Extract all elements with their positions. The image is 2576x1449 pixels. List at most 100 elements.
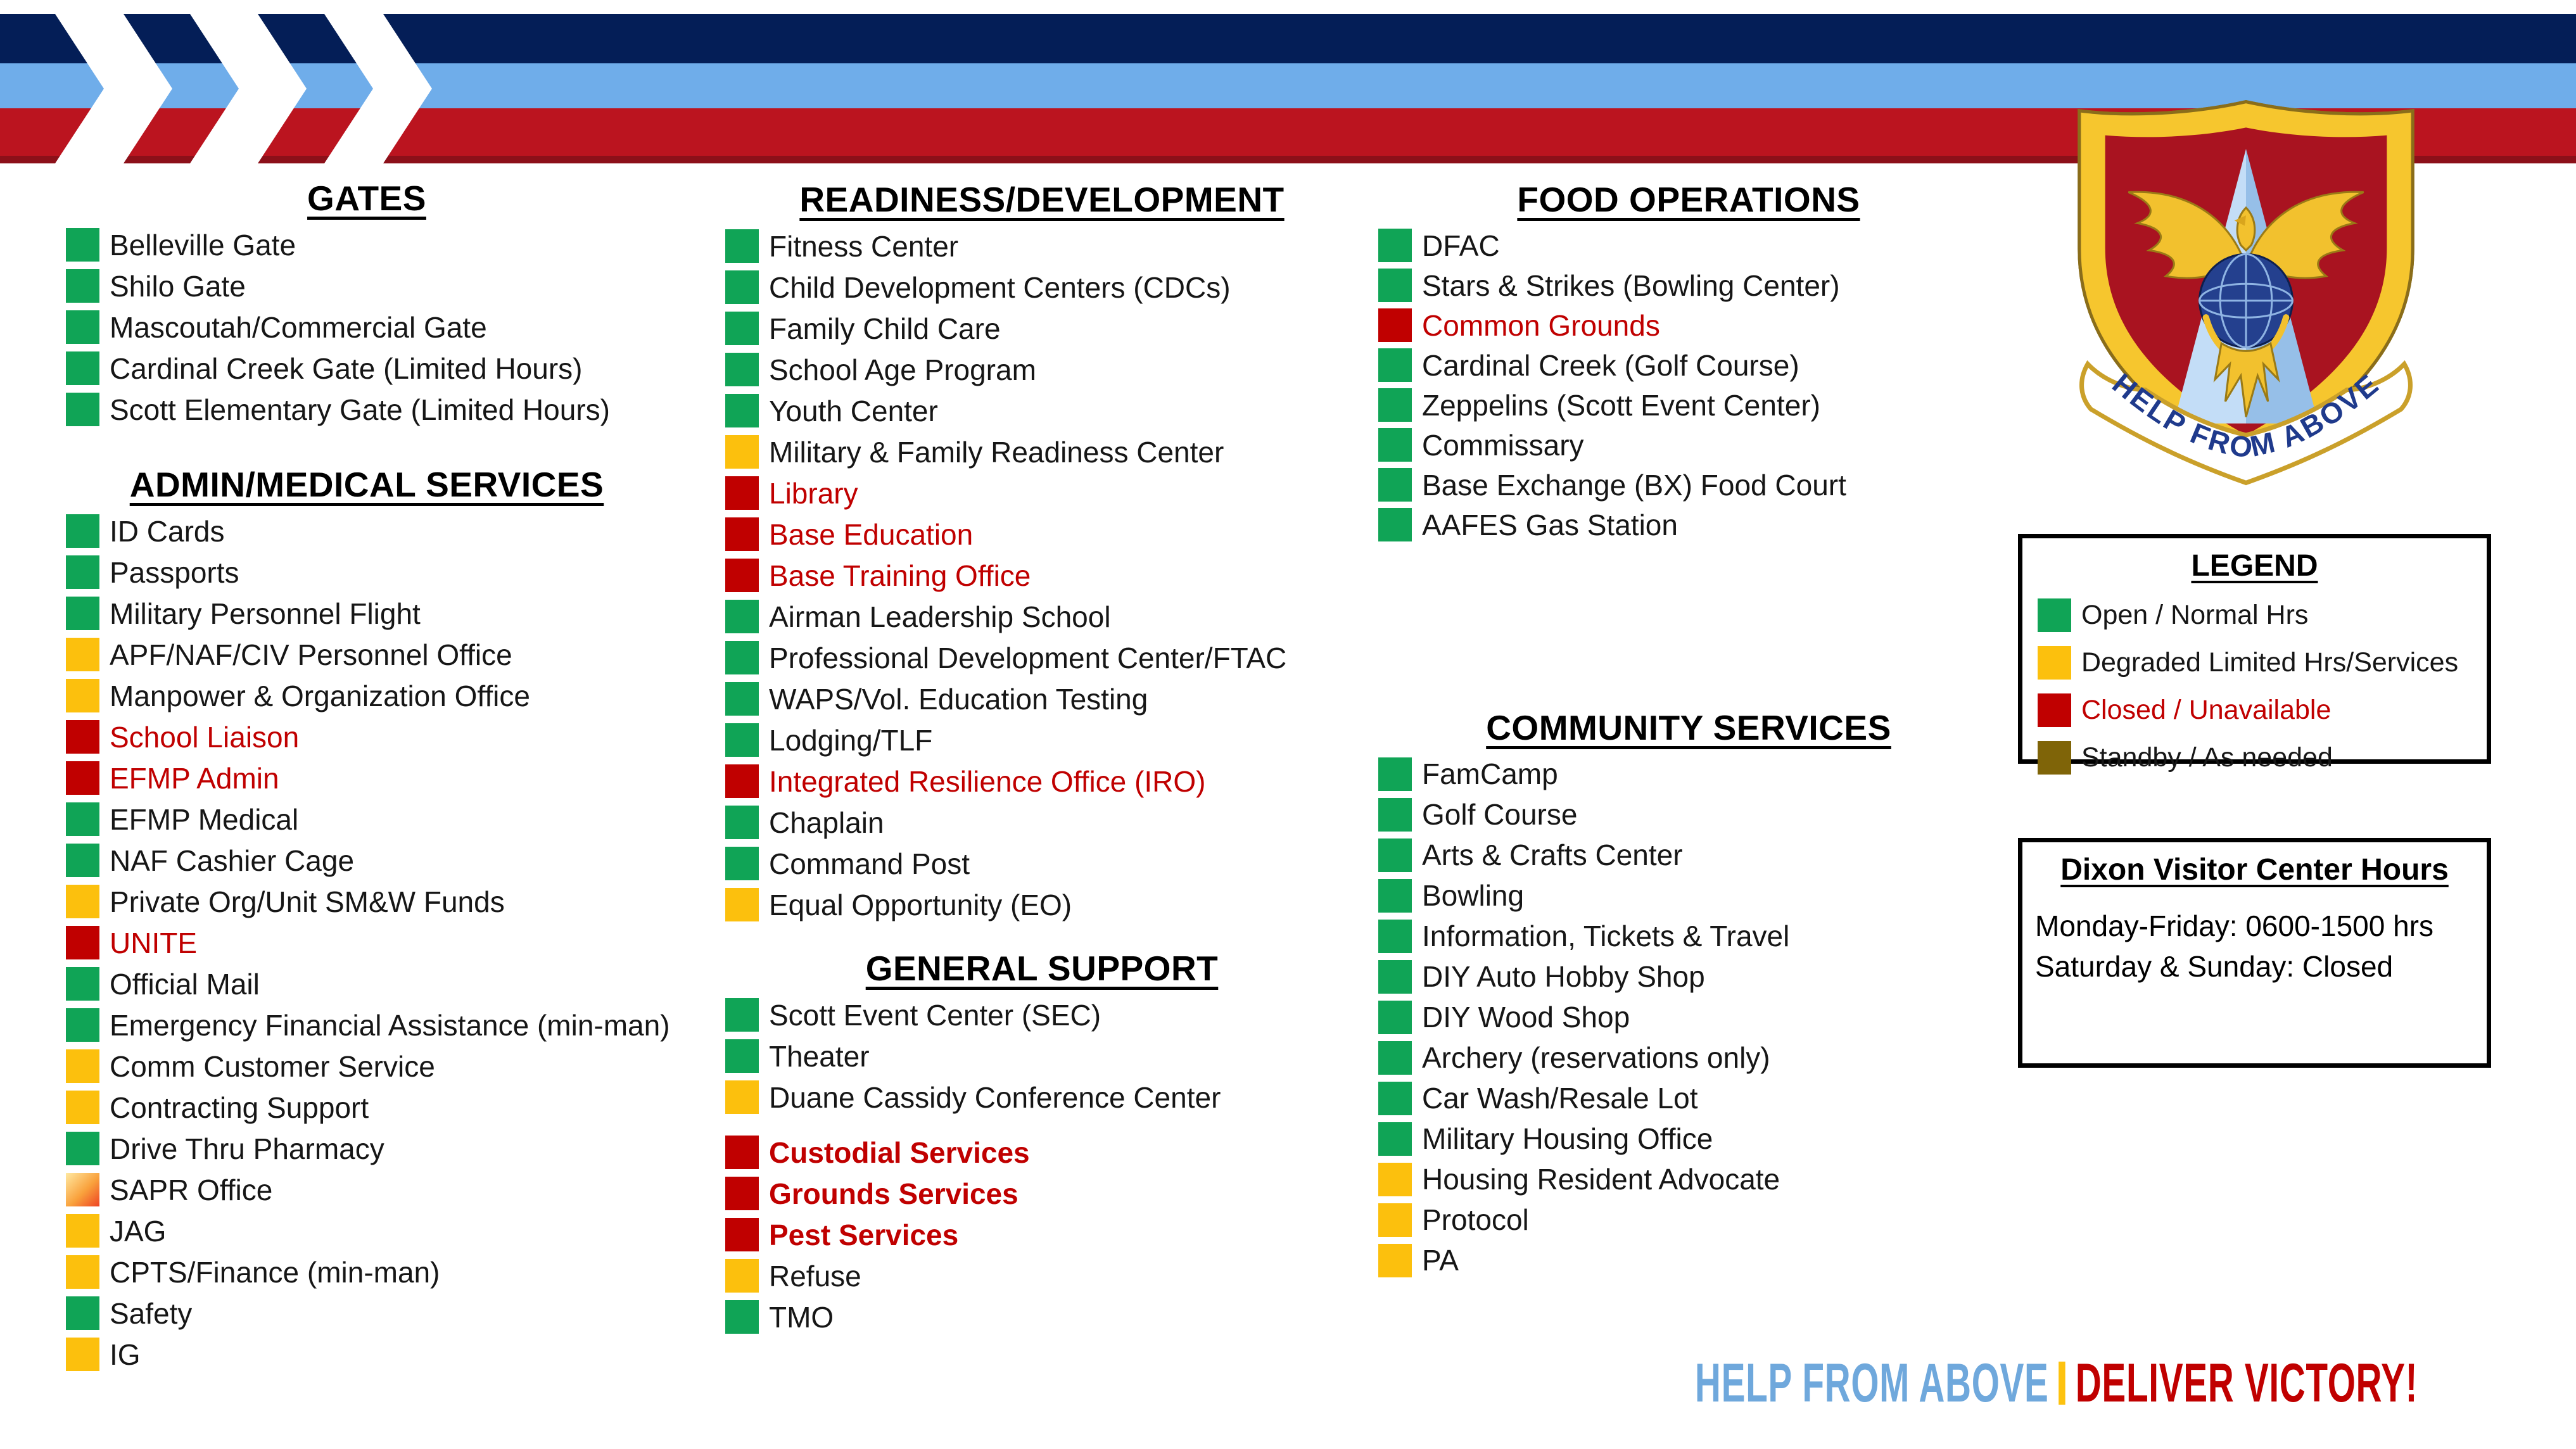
- status-square: [1378, 348, 1412, 382]
- status-square: [66, 885, 99, 918]
- status-square: [66, 1173, 99, 1206]
- legend-row: Degraded Limited Hrs/Services: [2038, 639, 2487, 687]
- status-item-label: Theater: [769, 1039, 870, 1073]
- status-list: ID Cards Passports Military Personnel Fl…: [66, 510, 670, 1375]
- status-square: [725, 1136, 759, 1169]
- status-square: [1378, 1081, 1412, 1115]
- stripe-darkred: [0, 156, 2576, 163]
- status-item-label: IG: [110, 1338, 141, 1371]
- legend-label: Degraded Limited Hrs/Services: [2081, 647, 2459, 678]
- status-item-row: Scott Event Center (SEC): [725, 994, 1359, 1035]
- status-item-row: Arts & Crafts Center: [1378, 835, 1999, 875]
- amc-emblem: HELP FROM ABOVE: [2078, 100, 2414, 486]
- status-item-row: Belleville Gate: [66, 224, 668, 265]
- status-item-label: ID Cards: [110, 514, 225, 548]
- status-item-label: Contracting Support: [110, 1091, 369, 1124]
- status-item-label: Base Training Office: [769, 559, 1031, 592]
- status-square: [1378, 1122, 1412, 1156]
- status-item-row: Airman Leadership School: [725, 596, 1359, 637]
- status-square: [725, 1177, 759, 1210]
- tagline-motto: HELP FROM ABOVE: [1694, 1352, 2049, 1414]
- status-list: Fitness Center Child Development Centers…: [725, 225, 1359, 925]
- status-item-row: Chaplain: [725, 802, 1359, 843]
- status-item-label: Base Exchange (BX) Food Court: [1422, 468, 1846, 502]
- section-gates: GATES Belleville Gate Shilo Gate Mascout…: [66, 176, 668, 430]
- status-item-row: Military & Family Readiness Center: [725, 431, 1359, 472]
- status-square: [66, 1091, 99, 1124]
- legend-box: LEGEND Open / Normal Hrs Degraded Limite…: [2018, 534, 2491, 775]
- status-item-label: Official Mail: [110, 967, 260, 1001]
- status-item-label: UNITE: [110, 926, 197, 959]
- section-title: ADMIN/MEDICAL SERVICES: [129, 465, 604, 504]
- status-square: [66, 310, 99, 344]
- status-item-row: Golf Course: [1378, 794, 1999, 835]
- status-item-row: AAFES Gas Station: [1378, 505, 1999, 545]
- status-item-row: Child Development Centers (CDCs): [725, 267, 1359, 308]
- status-item-label: Manpower & Organization Office: [110, 679, 530, 712]
- section-title: GENERAL SUPPORT: [865, 949, 1219, 988]
- status-item-label: EFMP Admin: [110, 761, 279, 795]
- status-item-row: Protocol: [1378, 1199, 1999, 1240]
- visitor-hours-title: Dixon Visitor Center Hours: [2060, 853, 2449, 887]
- status-item-row: PA: [1378, 1240, 1999, 1281]
- section-title: READINESS/DEVELOPMENT: [799, 180, 1285, 219]
- status-item-row: Housing Resident Advocate: [1378, 1159, 1999, 1199]
- status-square: [725, 517, 759, 551]
- legend-status-square: [2038, 741, 2071, 775]
- status-square: [66, 1214, 99, 1248]
- status-square: [725, 682, 759, 716]
- status-item-label: Arts & Crafts Center: [1422, 838, 1683, 871]
- status-item-label: Military Personnel Flight: [110, 597, 421, 630]
- status-item-label: Emergency Financial Assistance (min-man): [110, 1008, 670, 1042]
- status-item-row: Bowling: [1378, 875, 1999, 916]
- status-item-label: Passports: [110, 555, 239, 589]
- status-square: [725, 600, 759, 633]
- status-item-row: Stars & Strikes (Bowling Center): [1378, 265, 1999, 305]
- emblem-eagle-tail: [2213, 341, 2280, 417]
- status-square: [1378, 269, 1412, 302]
- status-item-row: Scott Elementary Gate (Limited Hours): [66, 389, 668, 430]
- status-square: [725, 641, 759, 674]
- status-item-row: CPTS/Finance (min-man): [66, 1251, 668, 1293]
- status-item-row: School Liaison: [66, 716, 668, 757]
- status-item-row: Custodial Services: [725, 1132, 1359, 1173]
- status-item-label: Scott Event Center (SEC): [769, 998, 1101, 1032]
- status-item-row: Library: [725, 472, 1359, 514]
- status-item-label: NAF Cashier Cage: [110, 844, 355, 877]
- legend-row: Standby / As needed: [2038, 734, 2487, 781]
- status-item-row: WAPS/Vol. Education Testing: [725, 678, 1359, 719]
- status-square: [1378, 308, 1412, 342]
- status-item-row: FamCamp: [1378, 754, 1999, 794]
- status-item-row: Theater: [725, 1035, 1359, 1077]
- status-item-label: Duane Cassidy Conference Center: [769, 1080, 1221, 1114]
- status-item-row: Common Grounds: [1378, 305, 1999, 345]
- status-item-row: Official Mail: [66, 963, 668, 1004]
- status-square: [66, 679, 99, 712]
- status-item-row: IG: [66, 1334, 668, 1375]
- status-square: [725, 806, 759, 839]
- status-square: [1378, 388, 1412, 422]
- status-item-label: Safety: [110, 1296, 193, 1330]
- status-item-row: SAPR Office: [66, 1169, 668, 1210]
- status-item-label: Golf Course: [1422, 798, 1578, 831]
- status-item-label: Cardinal Creek Gate (Limited Hours): [110, 351, 583, 385]
- status-square: [66, 351, 99, 385]
- status-item-label: Common Grounds: [1422, 308, 1660, 342]
- status-item-label: Refuse: [769, 1259, 861, 1293]
- status-item-label: Professional Development Center/FTAC: [769, 641, 1287, 674]
- status-item-row: Information, Tickets & Travel: [1378, 916, 1999, 956]
- status-item-label: Protocol: [1422, 1203, 1529, 1236]
- header-stripes: [0, 14, 2576, 163]
- legend-status-square: [2038, 646, 2071, 680]
- legend-list: Open / Normal Hrs Degraded Limited Hrs/S…: [2038, 592, 2487, 781]
- status-item-row: School Age Program: [725, 349, 1359, 390]
- status-item-label: Belleville Gate: [110, 228, 296, 262]
- status-square: [725, 312, 759, 345]
- status-square: [725, 229, 759, 263]
- status-item-row: Lodging/TLF: [725, 719, 1359, 761]
- visitor-hours-box: Dixon Visitor Center Hours Monday-Friday…: [2018, 838, 2491, 1068]
- status-item-row: EFMP Medical: [66, 799, 668, 840]
- status-square: [1378, 1000, 1412, 1034]
- status-item-row: Passports: [66, 552, 668, 593]
- status-square: [1378, 1041, 1412, 1075]
